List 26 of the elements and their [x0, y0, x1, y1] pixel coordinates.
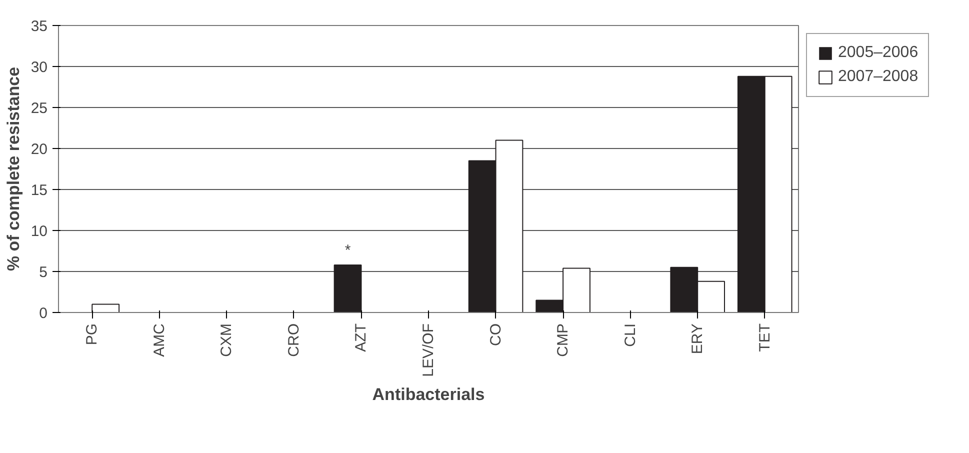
bar	[92, 304, 120, 312]
legend-label: 2007–2008	[838, 68, 918, 86]
bar	[334, 264, 362, 312]
y-tick-label: 35	[30, 18, 48, 35]
x-tick-label: AMC	[150, 323, 168, 357]
x-tick-label: ERY	[689, 323, 706, 354]
y-tick-label: 25	[30, 100, 48, 117]
y-tick-label: 30	[30, 59, 48, 76]
x-tick-label: TET	[756, 323, 774, 352]
y-tick-label: 20	[30, 141, 48, 158]
x-tick-label: CMP	[554, 323, 572, 357]
y-tick-label: 10	[30, 223, 48, 240]
annotation: *	[344, 242, 351, 259]
x-tick-label: CXM	[218, 323, 236, 357]
x-axis-title: Antibacterials	[372, 384, 485, 404]
y-axis-title: % of complete resistance	[4, 66, 23, 272]
x-tick-label: CRO	[285, 323, 302, 357]
x-tick-label: PG	[84, 323, 101, 346]
x-tick-label: AZT	[352, 323, 370, 352]
x-tick-label: LEV/OF	[420, 323, 437, 377]
legend-label: 2005–2006	[838, 44, 918, 62]
y-tick-label: 15	[30, 182, 48, 199]
y-tick-label: 5	[39, 264, 48, 281]
x-tick-label: CLI	[622, 324, 639, 347]
x-tick-label: CO	[487, 324, 504, 346]
y-tick-label: 0	[39, 305, 48, 322]
